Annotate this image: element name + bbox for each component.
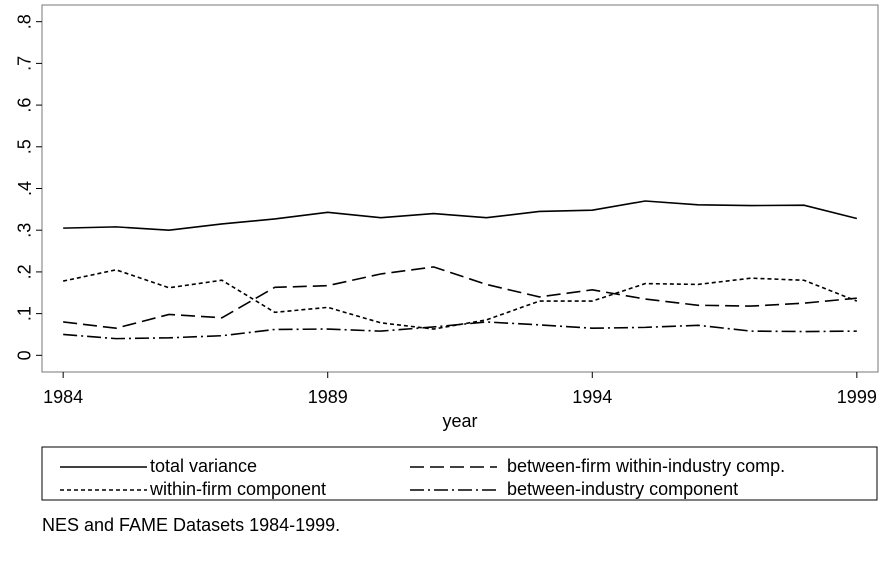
y-tick-label: .2 <box>15 264 35 279</box>
x-tick-label: 1984 <box>43 387 83 407</box>
legend-label: total variance <box>150 456 257 476</box>
y-tick-label: .6 <box>15 98 35 113</box>
y-tick-label: .4 <box>15 181 35 196</box>
note: NES and FAME Datasets 1984-1999. <box>42 515 340 535</box>
y-tick-label: 0 <box>15 350 35 360</box>
plot-area <box>41 4 879 373</box>
x-tick-label: 1994 <box>572 387 612 407</box>
x-axis-label: year <box>442 411 477 431</box>
x-tick-label: 1999 <box>837 387 877 407</box>
legend-box <box>41 446 878 501</box>
y-tick-label: .5 <box>15 139 35 154</box>
y-tick-label: .7 <box>15 56 35 71</box>
y-tick-label: .1 <box>15 306 35 321</box>
legend-label: between-industry component <box>507 479 738 499</box>
x-tick-label: 1989 <box>308 387 348 407</box>
legend-label: within-firm component <box>149 479 326 499</box>
series-line <box>63 321 857 340</box>
y-tick-label: .3 <box>15 223 35 238</box>
series-line <box>63 200 858 232</box>
series-line <box>63 266 857 330</box>
y-tick-label: .8 <box>15 14 35 29</box>
legend-label: between-firm within-industry comp. <box>507 456 785 476</box>
